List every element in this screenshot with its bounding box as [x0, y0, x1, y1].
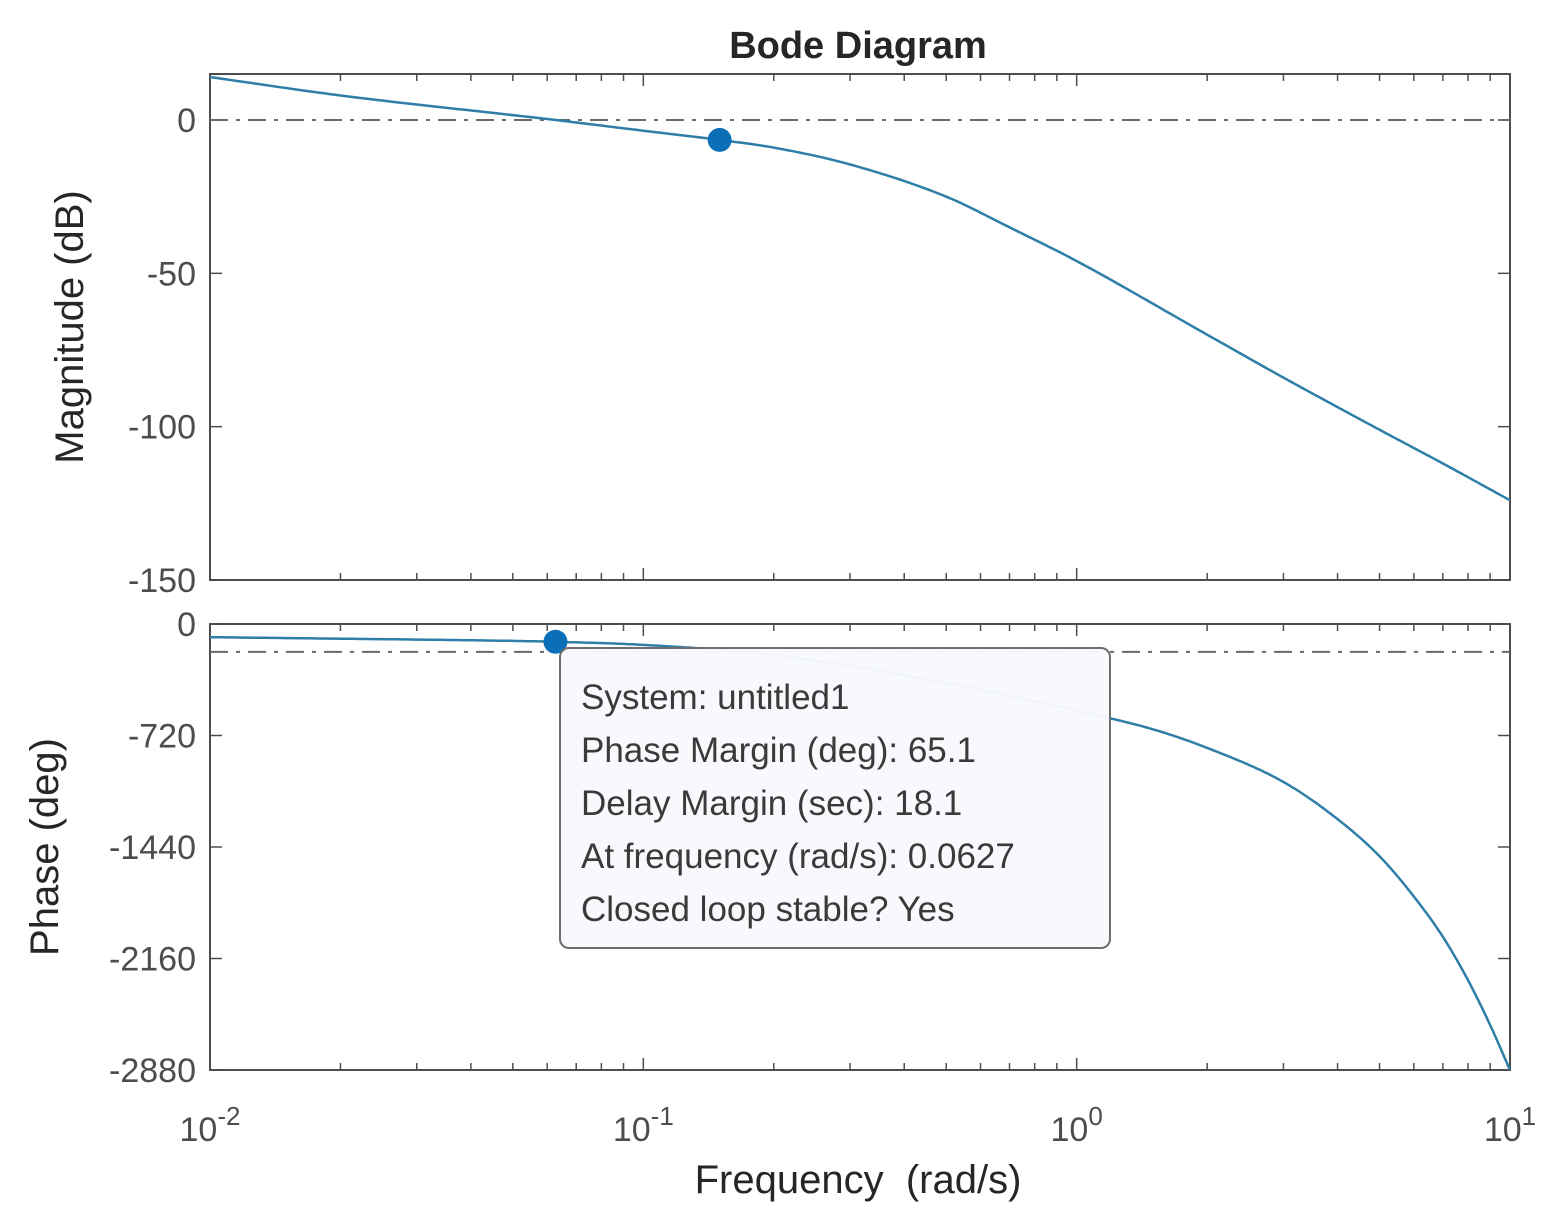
x-tick-label: 101	[1484, 1101, 1536, 1149]
phase-axis-label: Phase (deg)	[23, 738, 67, 956]
magnitude-axis-label: Magnitude (dB)	[48, 190, 92, 463]
x-tick-label: 10-2	[180, 1101, 241, 1149]
chart-title: Bode Diagram	[729, 25, 987, 67]
datatip-phase-margin: Phase Margin (deg): 65.1	[581, 731, 976, 770]
magnitude-response-line	[209, 75, 1511, 502]
phase-y-tick-label: -2160	[109, 941, 196, 979]
phase-y-tick-label: -1440	[109, 829, 196, 867]
magnitude-y-tick-label: 0	[177, 102, 196, 140]
magnitude-y-tick-label: -100	[128, 409, 196, 447]
magnitude-axes-box	[209, 73, 1511, 581]
x-axis-label: Frequency (rad/s)	[695, 1158, 1022, 1202]
magnitude-margin-marker[interactable]	[707, 127, 732, 152]
datatip-delay-margin: Delay Margin (sec): 18.1	[581, 784, 963, 823]
magnitude-y-tick-label: -150	[128, 562, 196, 600]
datatip-frequency: At frequency (rad/s): 0.0627	[581, 837, 1015, 876]
datatip-system: System: untitled1	[581, 678, 850, 717]
phase-y-tick-label: -720	[128, 718, 196, 756]
x-tick-label: 100	[1051, 1101, 1103, 1149]
datatip-stability: Closed loop stable? Yes	[581, 890, 955, 929]
phase-margin-marker[interactable]	[543, 629, 568, 654]
phase-y-tick-label: 0	[177, 606, 196, 644]
x-tick-label: 10-1	[613, 1101, 674, 1149]
phase-response-line	[210, 635, 1512, 1071]
phase-y-tick-label: -2880	[109, 1052, 196, 1090]
magnitude-y-tick-label: -50	[147, 255, 196, 293]
datatip-box[interactable]: System: untitled1 Phase Margin (deg): 65…	[559, 647, 1111, 949]
